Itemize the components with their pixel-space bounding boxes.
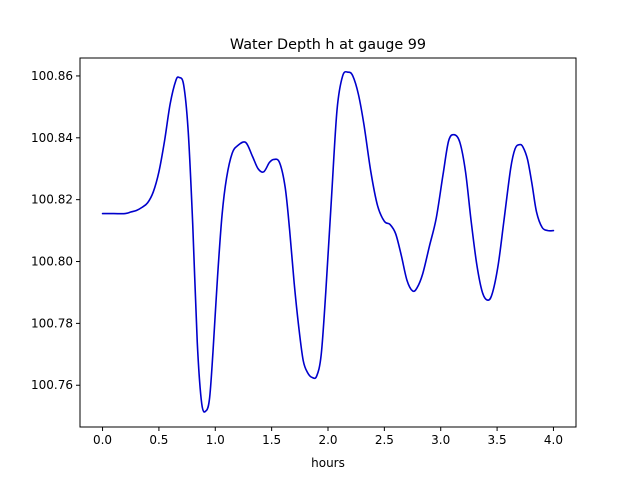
y-tick-label: 100.76 (31, 378, 73, 392)
x-tick-label: 1.5 (262, 433, 281, 447)
y-tick-label: 100.78 (31, 316, 73, 330)
x-tick-label: 0.0 (93, 433, 112, 447)
x-tick-label: 1.0 (206, 433, 225, 447)
y-tick-label: 100.84 (31, 131, 73, 145)
y-tick-label: 100.82 (31, 193, 73, 207)
x-tick-label: 3.0 (431, 433, 450, 447)
x-axis: 0.0 0.5 1.0 1.5 2.0 2.5 3.0 3.5 4.0 (93, 427, 563, 447)
y-tick-label: 100.86 (31, 69, 73, 83)
y-axis: 100.76 100.78 100.80 100.82 100.84 100.86 (31, 69, 80, 392)
x-tick-label: 2.5 (375, 433, 394, 447)
y-tick-label: 100.80 (31, 255, 73, 269)
series-line (101, 70, 555, 413)
chart-title: Water Depth h at gauge 99 (230, 37, 426, 53)
x-tick-label: 0.5 (149, 433, 168, 447)
x-tick-label: 4.0 (544, 433, 563, 447)
x-axis-title: hours (311, 456, 345, 470)
x-tick-label: 3.5 (488, 433, 507, 447)
x-tick-label: 2.0 (318, 433, 337, 447)
series-layer (101, 70, 555, 413)
